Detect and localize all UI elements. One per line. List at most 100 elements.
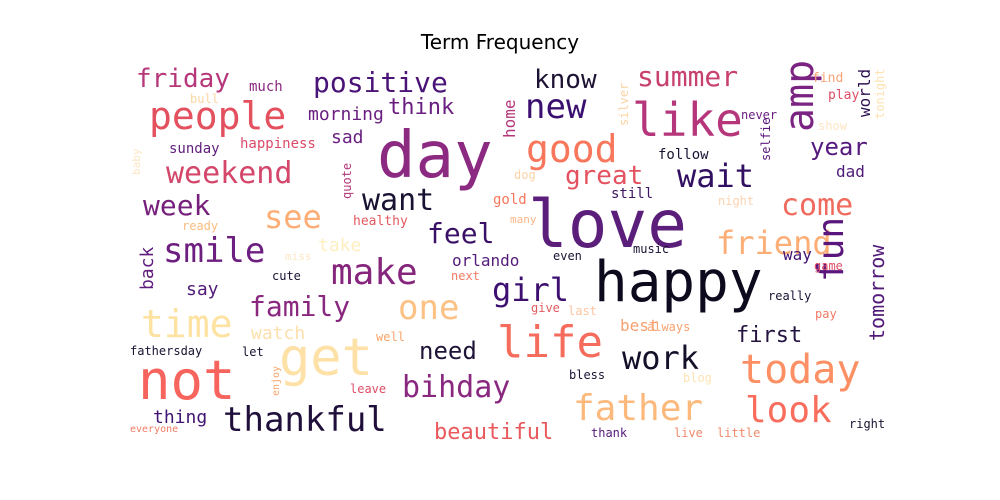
word-live: live: [674, 426, 703, 440]
word-week: week: [143, 189, 211, 222]
word-pay: pay: [815, 307, 837, 321]
word-really: really: [768, 289, 811, 303]
word-wait: wait: [677, 157, 754, 195]
word-healthy: healthy: [353, 214, 408, 229]
word-make: make: [331, 252, 418, 293]
word-tomorrow: tomorrow: [865, 244, 889, 341]
word-give: give: [531, 301, 560, 315]
word-way: way: [783, 245, 812, 264]
word-say: say: [186, 279, 219, 300]
word-weekend: weekend: [166, 156, 292, 191]
word-sad: sad: [331, 127, 364, 148]
word-night: night: [718, 194, 754, 208]
word-little: little: [717, 426, 760, 440]
word-watch: watch: [251, 323, 305, 344]
word-time: time: [141, 302, 233, 346]
word-right: right: [849, 417, 885, 431]
word-gold: gold: [493, 192, 527, 208]
word-look: look: [745, 390, 832, 431]
word-cute: cute: [272, 269, 301, 283]
word-know: know: [534, 65, 597, 95]
word-day: day: [377, 119, 493, 193]
word-morning: morning: [308, 104, 384, 125]
word-music: music: [633, 242, 669, 256]
word-home: home: [500, 99, 519, 138]
word-quote: quote: [340, 163, 354, 199]
word-not: not: [138, 349, 236, 412]
word-world: world: [855, 69, 874, 117]
word-year: year: [810, 133, 868, 161]
word-find: find: [812, 71, 843, 86]
word-next: next: [451, 269, 480, 283]
word-fathersday: fathersday: [130, 344, 202, 358]
word-baby: baby: [130, 148, 143, 175]
word-happy: happy: [594, 250, 763, 315]
word-like: like: [632, 93, 743, 147]
word-bless: bless: [569, 368, 605, 382]
word-think: think: [388, 95, 454, 120]
word-one: one: [398, 288, 459, 328]
word-friday: friday: [136, 64, 230, 94]
word-positive: positive: [313, 66, 448, 99]
word-sunday: sunday: [169, 141, 220, 157]
word-ready: ready: [182, 219, 218, 233]
word-beautiful: beautiful: [434, 420, 553, 445]
word-never: never: [741, 108, 777, 122]
word-see: see: [264, 198, 322, 236]
word-love: love: [528, 186, 687, 263]
chart-title: Term Frequency: [420, 30, 580, 54]
word-take: take: [318, 235, 361, 256]
word-still: still: [611, 186, 653, 202]
word-people: people: [149, 94, 286, 138]
word-play: play: [828, 88, 859, 103]
word-everyone: everyone: [130, 424, 178, 435]
word-much: much: [249, 79, 283, 95]
word-great: great: [565, 161, 643, 191]
word-girl: girl: [492, 271, 569, 309]
word-blog: blog: [683, 371, 712, 385]
word-miss: miss: [285, 250, 312, 263]
word-happiness: happiness: [240, 136, 316, 152]
word-first: first: [736, 323, 802, 348]
word-family: family: [249, 290, 350, 323]
word-dad: dad: [836, 162, 865, 181]
word-let: let: [242, 345, 264, 359]
word-tonight: tonight: [873, 68, 887, 119]
word-smile: smile: [163, 231, 265, 271]
word-new: new: [525, 87, 587, 127]
word-show: show: [818, 119, 848, 133]
word-follow: follow: [658, 147, 709, 163]
word-fun: fun: [811, 217, 852, 282]
word-thankful: thankful: [223, 400, 387, 440]
word-dog: dog: [514, 168, 536, 182]
word-leave: leave: [350, 382, 386, 396]
word-come: come: [781, 188, 853, 223]
word-work: work: [622, 339, 699, 377]
word-last: last: [568, 304, 597, 318]
word-orlando: orlando: [452, 251, 519, 270]
word-game: game: [814, 259, 843, 273]
word-always: always: [647, 320, 690, 334]
word-get: get: [279, 328, 373, 388]
word-amp: amp: [777, 60, 823, 132]
word-silver: silver: [617, 83, 631, 126]
word-enjoy: enjoy: [271, 366, 282, 396]
word-today: today: [740, 347, 860, 393]
word-thing: thing: [153, 407, 207, 428]
word-best: best: [620, 316, 659, 335]
word-summer: summer: [637, 60, 738, 93]
word-feel: feel: [427, 217, 494, 250]
word-well: well: [376, 330, 405, 344]
word-thank: thank: [591, 426, 628, 440]
word-bull: bull: [190, 92, 219, 106]
word-father: father: [573, 388, 703, 429]
word-life: life: [497, 317, 603, 368]
word-even: even: [553, 249, 582, 263]
word-need: need: [419, 337, 477, 365]
word-good: good: [526, 127, 618, 171]
word-back: back: [137, 246, 158, 290]
word-bihday: bihday: [402, 370, 510, 405]
word-many: many: [510, 213, 537, 226]
word-want: want: [362, 183, 434, 218]
word-friend: friend: [716, 224, 832, 262]
